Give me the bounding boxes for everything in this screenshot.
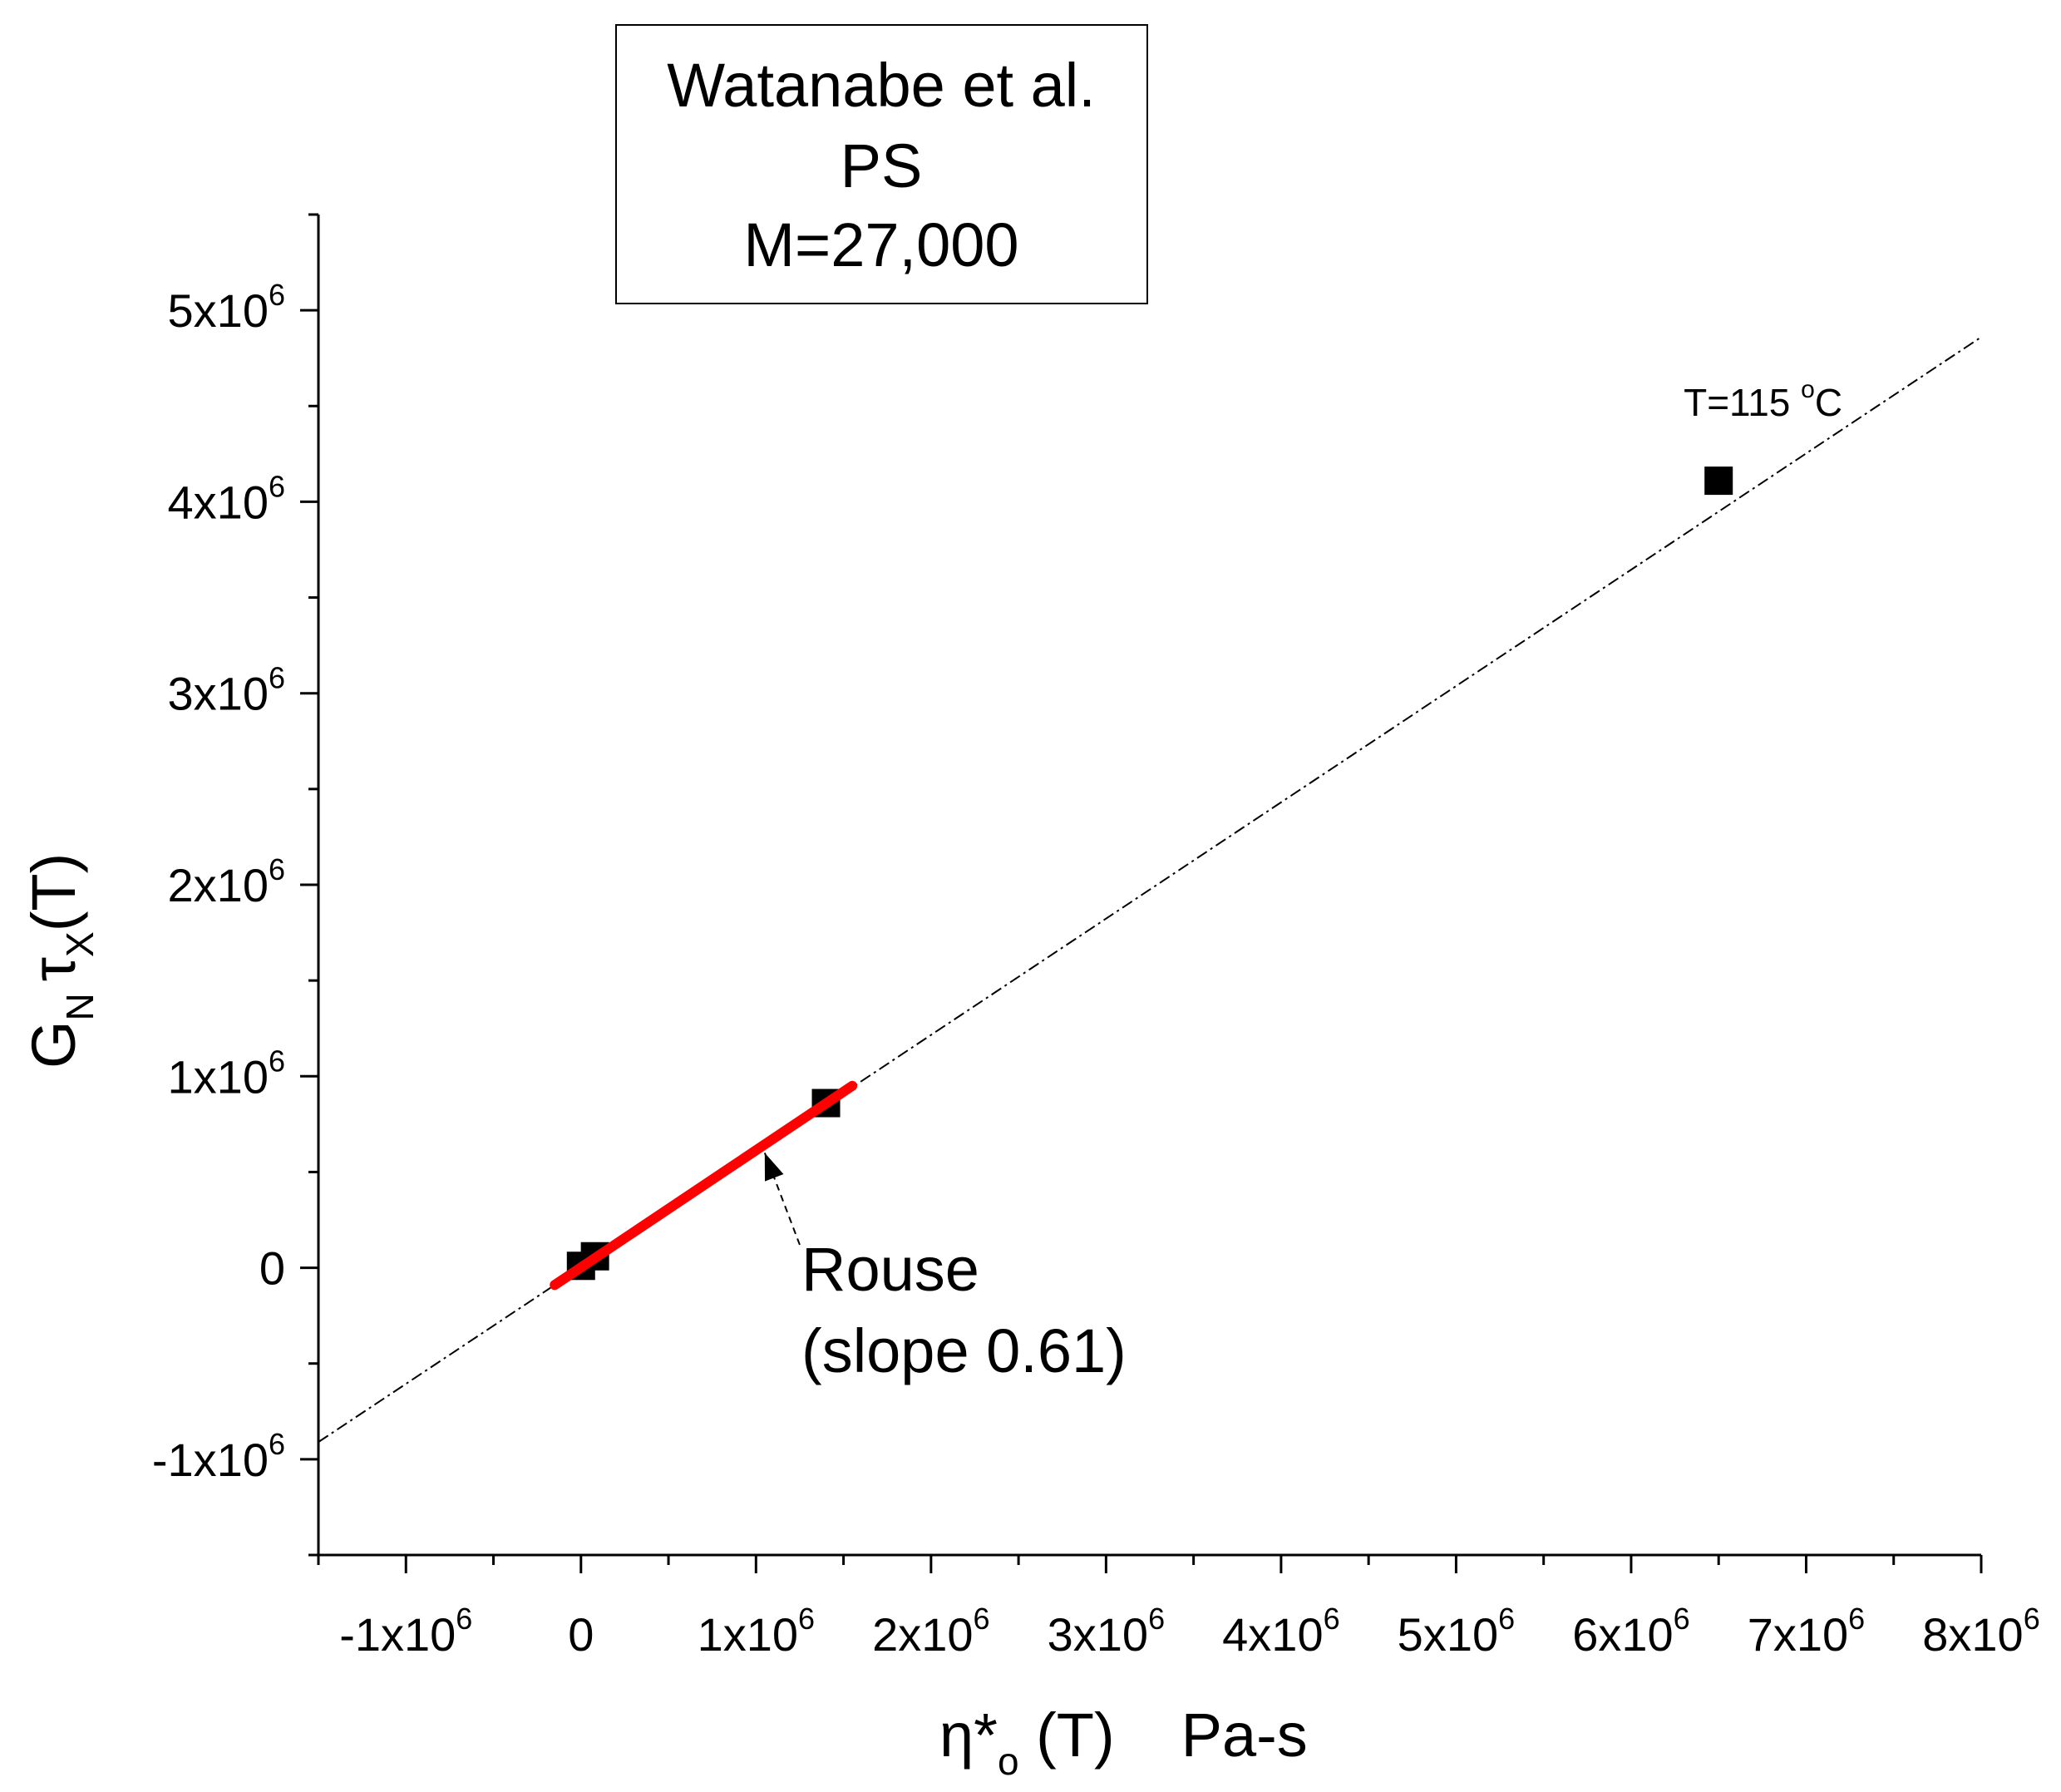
x-tick-base: 2x10 bbox=[872, 1608, 973, 1661]
y-axis-title: GNτX(T) bbox=[19, 853, 101, 1069]
rouse-line-2: (slope 0.61) bbox=[801, 1316, 1127, 1385]
y-tick-base: -1x10 bbox=[152, 1434, 269, 1486]
x-tick-exponent: 6 bbox=[1148, 1602, 1165, 1636]
y-tick-label: 2x106 bbox=[168, 852, 285, 911]
x-tick-labels: -1x106 0 1x106 2x106 3x106 4x106 5x106 6x106 7x1… bbox=[339, 1602, 2040, 1661]
x-tick-exponent: 6 bbox=[456, 1602, 472, 1636]
legend-line-3: M=27,000 bbox=[743, 210, 1018, 279]
x-tick-base: 4x10 bbox=[1222, 1608, 1323, 1661]
x-tick-exponent: 6 bbox=[798, 1602, 815, 1636]
x-tick-label: 1x106 bbox=[698, 1602, 815, 1661]
y-tick-label: 0 bbox=[259, 1242, 285, 1295]
x-tick-label: 8x106 bbox=[1922, 1602, 2039, 1661]
y-tick-base: 1x10 bbox=[168, 1050, 269, 1103]
y-tick-exponent: 6 bbox=[269, 852, 285, 886]
x-tick-exponent: 6 bbox=[1498, 1602, 1515, 1636]
fit-line bbox=[318, 336, 1982, 1443]
y-tick-label: 5x106 bbox=[168, 278, 285, 337]
y-tick-label: 3x106 bbox=[168, 661, 285, 720]
legend-line-2: PS bbox=[841, 131, 923, 200]
y-tick-label: 4x106 bbox=[168, 469, 285, 528]
x-tick-label: 4x106 bbox=[1222, 1602, 1339, 1661]
y-title-tau-subscript: X bbox=[58, 931, 101, 957]
x-tick-exponent: 6 bbox=[1324, 1602, 1340, 1636]
y-tick-base: 5x10 bbox=[168, 284, 269, 337]
data-series bbox=[318, 336, 1982, 1443]
x-tick-label: 0 bbox=[568, 1608, 594, 1661]
x-tick-exponent: 6 bbox=[2024, 1602, 2040, 1636]
x-tick-label: 6x106 bbox=[1572, 1602, 1689, 1661]
y-tick-label: 1x106 bbox=[168, 1044, 285, 1103]
rouse-arrow-head bbox=[764, 1153, 784, 1182]
y-tick-exponent: 6 bbox=[269, 469, 285, 503]
x-tick-label: -1x106 bbox=[339, 1602, 472, 1661]
legend-frame bbox=[615, 24, 1148, 304]
data-point bbox=[1704, 467, 1733, 496]
y-tick-exponent: 6 bbox=[269, 661, 285, 695]
temperature-unit: C bbox=[1815, 381, 1842, 424]
temperature-annotation: T=115 oC bbox=[1684, 376, 1842, 424]
x-axis-title: η*o (T) Pa-s bbox=[939, 1701, 1308, 1783]
x-tick-base: 1x10 bbox=[698, 1608, 798, 1661]
x-title-subscript: o bbox=[998, 1740, 1019, 1783]
y-title-symbol: G bbox=[19, 1020, 88, 1069]
rouse-fit-segment bbox=[550, 1080, 858, 1291]
y-tick-exponent: 6 bbox=[269, 1044, 285, 1078]
x-tick-label: 7x106 bbox=[1748, 1602, 1865, 1661]
x-title-symbol: η* bbox=[939, 1701, 998, 1770]
x-tick-base: 7x10 bbox=[1748, 1608, 1848, 1661]
axes bbox=[300, 213, 1983, 1573]
y-title-tau: τ bbox=[19, 957, 88, 981]
x-tick-base: 8x10 bbox=[1922, 1608, 2023, 1661]
x-tick-label: 3x106 bbox=[1048, 1602, 1165, 1661]
x-tick-label: 2x106 bbox=[872, 1602, 989, 1661]
y-tick-base: 3x10 bbox=[168, 668, 269, 720]
y-tick-label: -1x106 bbox=[152, 1427, 285, 1486]
y-tick-exponent: 6 bbox=[269, 278, 285, 312]
y-tick-base: 2x10 bbox=[168, 859, 269, 911]
y-tick-exponent: 6 bbox=[269, 1427, 285, 1461]
x-title-units: Pa-s bbox=[1181, 1701, 1308, 1770]
y-title-subscript: N bbox=[58, 993, 101, 1020]
x-tick-exponent: 6 bbox=[974, 1602, 990, 1636]
x-tick-label: 5x106 bbox=[1398, 1602, 1515, 1661]
rouse-line-1: Rouse bbox=[801, 1235, 979, 1304]
x-tick-exponent: 6 bbox=[1674, 1602, 1690, 1636]
temperature-text: T=115 bbox=[1684, 381, 1801, 424]
degree-symbol: o bbox=[1801, 376, 1815, 403]
x-tick-base: 5x10 bbox=[1398, 1608, 1498, 1661]
y-tick-base: 0 bbox=[259, 1242, 285, 1295]
x-tick-base: 6x10 bbox=[1572, 1608, 1673, 1661]
x-tick-base: -1x10 bbox=[339, 1608, 456, 1661]
x-tick-exponent: 6 bbox=[1848, 1602, 1865, 1636]
x-title-suffix: (T) bbox=[1019, 1701, 1115, 1770]
y-title-suffix: (T) bbox=[19, 853, 88, 932]
legend-box: Watanabe et al. PS M=27,000 bbox=[615, 24, 1148, 304]
rouse-annotation: Rouse (slope 0.61) bbox=[801, 1235, 1127, 1385]
annotations: T=115 oC Rouse (slope 0.61) bbox=[763, 376, 1842, 1385]
legend-line-1: Watanabe et al. bbox=[667, 51, 1096, 120]
x-tick-base: 0 bbox=[568, 1608, 594, 1661]
y-tick-base: 4x10 bbox=[168, 476, 269, 528]
x-tick-base: 3x10 bbox=[1048, 1608, 1148, 1661]
